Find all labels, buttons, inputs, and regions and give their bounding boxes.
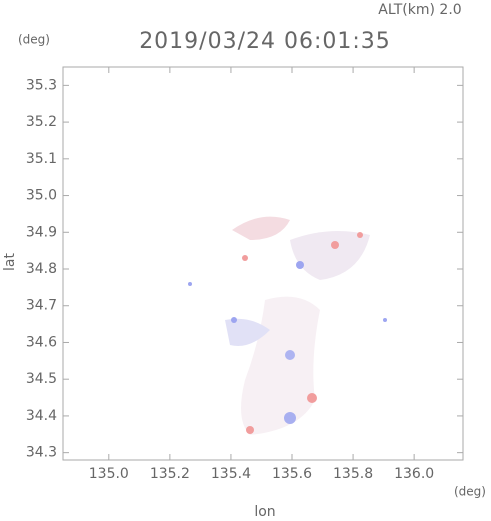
y-tick-label: 35.2 bbox=[26, 114, 57, 130]
y-tick-label: 34.4 bbox=[26, 408, 57, 424]
y-tick-label: 34.3 bbox=[26, 445, 57, 461]
y-tick-label: 35.1 bbox=[26, 151, 57, 167]
y-unit: (deg) bbox=[18, 33, 50, 47]
radar-echo bbox=[188, 216, 387, 435]
y-tick-label: 34.6 bbox=[26, 334, 57, 350]
y-label: lat bbox=[2, 253, 18, 271]
plot-frame bbox=[62, 66, 464, 461]
x-unit: (deg) bbox=[454, 485, 486, 499]
x-tick-label: 135.8 bbox=[333, 466, 373, 482]
y-tick-label: 34.8 bbox=[26, 261, 57, 277]
x-tick-label: 135.0 bbox=[89, 466, 129, 482]
x-tick-label: 136.0 bbox=[394, 466, 434, 482]
y-tick-label: 34.5 bbox=[26, 371, 57, 387]
subtitle: ALT(km) 2.0 bbox=[378, 2, 461, 18]
y-tick-label: 34.9 bbox=[26, 224, 57, 240]
x-tick-label: 135.2 bbox=[150, 466, 190, 482]
x-tick-label: 135.6 bbox=[272, 466, 312, 482]
y-tick-label: 35.0 bbox=[26, 188, 57, 204]
chart-title: 2019/03/24 06:01:35 bbox=[139, 29, 391, 54]
y-tick-label: 34.7 bbox=[26, 298, 57, 314]
x-tick-label: 135.4 bbox=[211, 466, 251, 482]
y-tick-label: 35.3 bbox=[26, 77, 57, 93]
x-label: lon bbox=[254, 504, 275, 520]
